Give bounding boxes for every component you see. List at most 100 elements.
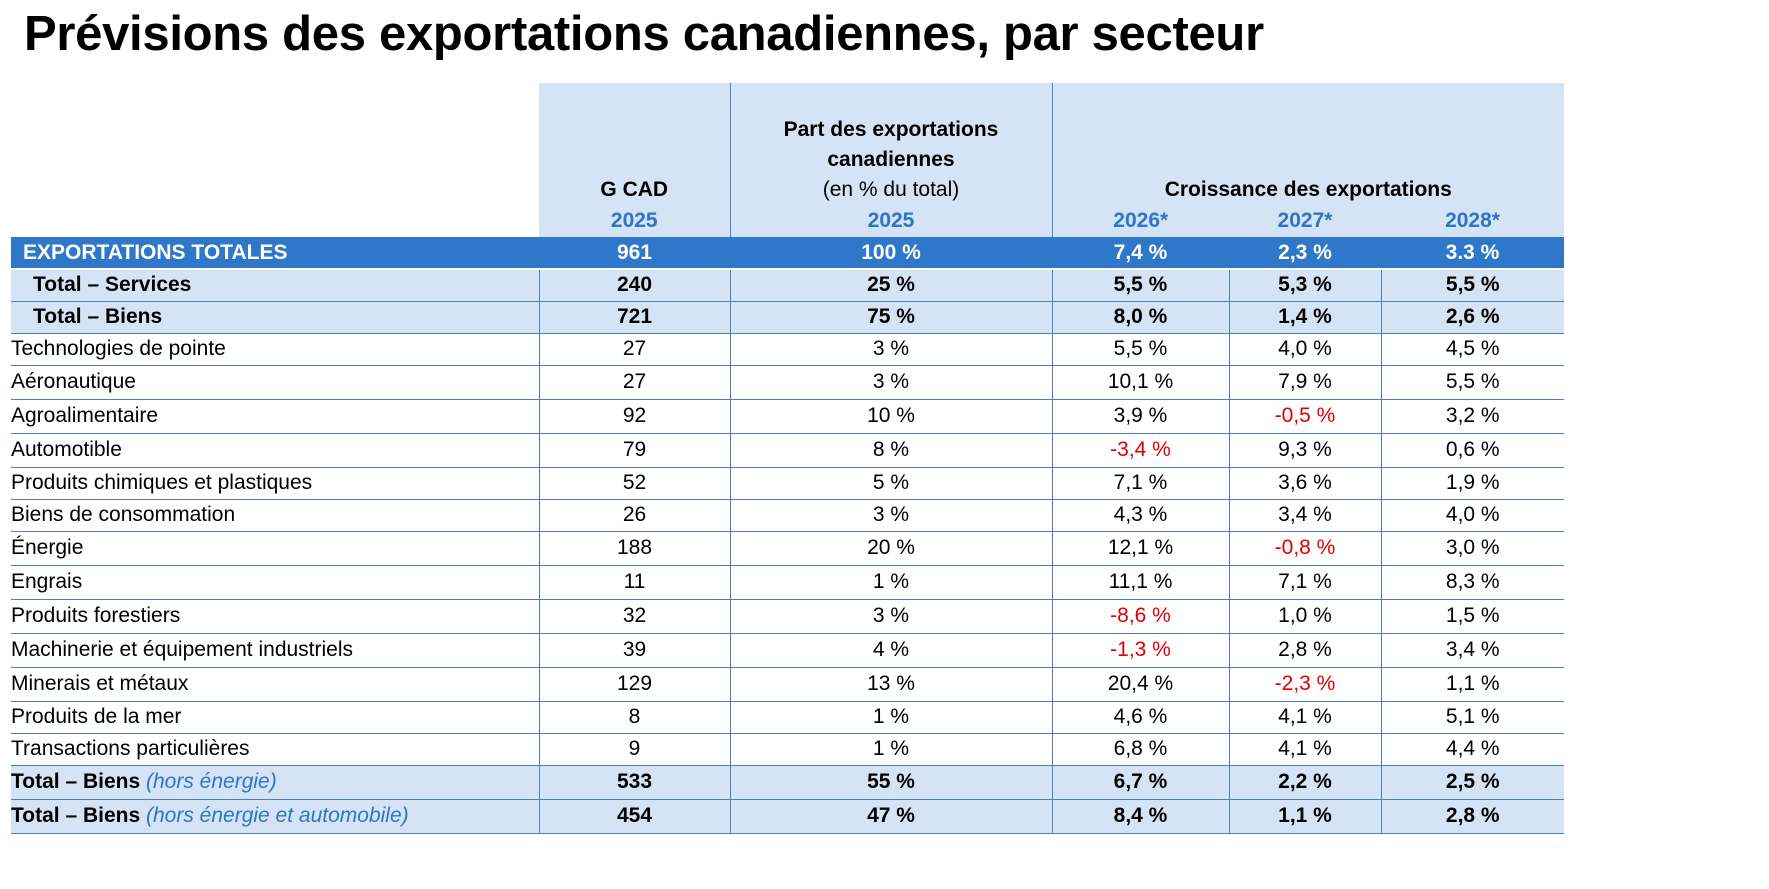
cell-growth-2028: 1,9 % bbox=[1380, 467, 1565, 500]
cell-share: 5 % bbox=[729, 467, 1052, 500]
table-row: EXPORTATIONS TOTALES 961 100 % 7,4 % 2,3 % 3.… bbox=[11, 237, 1565, 270]
row-label-text: Produits forestiers bbox=[11, 604, 181, 627]
cell-share: 3 % bbox=[729, 499, 1052, 532]
row-label: Aéronautique bbox=[11, 365, 539, 400]
cell-gcad: 9 bbox=[538, 733, 730, 766]
cell-growth-2028: 2,5 % bbox=[1380, 765, 1565, 800]
row-label-text: Aéronautique bbox=[11, 370, 136, 393]
cell-share: 75 % bbox=[729, 301, 1052, 334]
cell-gcad: 27 bbox=[538, 333, 730, 366]
table-row: Produits forestiers 32 3 % -8,6 % 1,0 % 1,5 % bbox=[11, 599, 1565, 634]
row-label: Machinerie et équipement industriels bbox=[11, 633, 539, 668]
cell-growth-2027: 9,3 % bbox=[1228, 433, 1381, 468]
table-row: Total – Biens 721 75 % 8,0 % 1,4 % 2,6 % bbox=[11, 301, 1565, 334]
header-year-2028: 2028* bbox=[1381, 205, 1565, 237]
row-label: Total – Biens (hors énergie) bbox=[11, 765, 539, 800]
cell-growth-2028: 5,1 % bbox=[1380, 701, 1565, 734]
header-share: Part des exportations canadiennes (en % … bbox=[729, 83, 1052, 205]
table-row: Automotible 79 8 % -3,4 % 9,3 % 0,6 % bbox=[11, 433, 1565, 468]
cell-gcad: 8 bbox=[538, 701, 730, 734]
cell-growth-2027: 1,0 % bbox=[1228, 599, 1381, 634]
cell-growth-2027: -2,3 % bbox=[1228, 667, 1381, 702]
header-gcad: G CAD bbox=[539, 83, 730, 205]
cell-growth-2028: 5,5 % bbox=[1380, 365, 1565, 400]
row-label: Transactions particulières bbox=[11, 733, 539, 766]
cell-share: 3 % bbox=[729, 333, 1052, 366]
cell-growth-2027: 2,8 % bbox=[1228, 633, 1381, 668]
row-label: Agroalimentaire bbox=[11, 399, 539, 434]
cell-gcad: 92 bbox=[538, 399, 730, 434]
cell-growth-2028: 3,0 % bbox=[1380, 531, 1565, 566]
cell-growth-2028: 4,0 % bbox=[1380, 499, 1565, 532]
cell-growth-2028: 8,3 % bbox=[1380, 565, 1565, 600]
header-blank bbox=[11, 83, 539, 205]
row-label-text: Produits de la mer bbox=[11, 705, 182, 728]
row-label-text: Minerais et métaux bbox=[11, 672, 189, 695]
page-title: Prévisions des exportations canadiennes,… bbox=[24, 7, 1264, 61]
cell-share: 25 % bbox=[729, 269, 1052, 302]
cell-share: 3 % bbox=[729, 365, 1052, 400]
row-label-text: Agroalimentaire bbox=[11, 404, 159, 427]
row-label: Technologies de pointe bbox=[11, 333, 539, 366]
row-label-text: Total – Biens bbox=[11, 770, 141, 793]
cell-share: 100 % bbox=[730, 237, 1052, 270]
cell-growth-2026: 3,9 % bbox=[1051, 399, 1229, 434]
table-row: Machinerie et équipement industriels 39 4 … bbox=[11, 633, 1565, 668]
cell-gcad: 52 bbox=[538, 467, 730, 500]
cell-gcad: 26 bbox=[538, 499, 730, 532]
table-row: Agroalimentaire 92 10 % 3,9 % -0,5 % 3,2 % bbox=[11, 399, 1565, 434]
cell-growth-2027: 5,3 % bbox=[1228, 269, 1381, 302]
cell-growth-2028: 3,4 % bbox=[1380, 633, 1565, 668]
row-label: Produits forestiers bbox=[11, 599, 539, 634]
cell-growth-2028: 1,1 % bbox=[1380, 667, 1565, 702]
table-row: Énergie 188 20 % 12,1 % -0,8 % 3,0 % bbox=[11, 531, 1565, 566]
header-blank-2 bbox=[11, 205, 539, 237]
cell-gcad: 454 bbox=[538, 799, 730, 834]
cell-growth-2027: 7,9 % bbox=[1228, 365, 1381, 400]
row-label-text: Total – Biens bbox=[33, 305, 163, 328]
row-label-note: (hors énergie) bbox=[145, 770, 277, 793]
table-row: Total – Biens (hors énergie et automobil… bbox=[11, 799, 1565, 834]
row-label: Produits de la mer bbox=[11, 701, 539, 734]
cell-growth-2026: 7,4 % bbox=[1052, 237, 1229, 270]
cell-share: 4 % bbox=[729, 633, 1052, 668]
row-label: Total – Biens bbox=[11, 301, 539, 334]
cell-growth-2027: -0,5 % bbox=[1228, 399, 1381, 434]
header-year-share: 2025 bbox=[729, 205, 1052, 237]
cell-growth-2027: 2,3 % bbox=[1229, 237, 1381, 270]
cell-share: 1 % bbox=[729, 733, 1052, 766]
cell-growth-2027: 4,1 % bbox=[1228, 701, 1381, 734]
table-row: Technologies de pointe 27 3 % 5,5 % 4,0 % 4,5… bbox=[11, 333, 1565, 366]
header-year-gcad: 2025 bbox=[539, 205, 730, 237]
cell-growth-2028: 4,4 % bbox=[1380, 733, 1565, 766]
cell-growth-2027: 1,4 % bbox=[1228, 301, 1381, 334]
cell-gcad: 721 bbox=[538, 301, 730, 334]
cell-share: 47 % bbox=[729, 799, 1052, 834]
cell-gcad: 27 bbox=[538, 365, 730, 400]
cell-gcad: 533 bbox=[538, 765, 730, 800]
table-row: Total – Biens (hors énergie) 533 55 % 6,7 %… bbox=[11, 765, 1565, 800]
cell-growth-2026: 8,4 % bbox=[1051, 799, 1229, 834]
row-label: Minerais et métaux bbox=[11, 667, 539, 702]
cell-growth-2028: 2,8 % bbox=[1380, 799, 1565, 834]
cell-growth-2026: 10,1 % bbox=[1051, 365, 1229, 400]
cell-growth-2026: 8,0 % bbox=[1051, 301, 1229, 334]
row-label-text: Total – Biens bbox=[11, 804, 141, 827]
cell-growth-2026: -8,6 % bbox=[1051, 599, 1229, 634]
header-share-line2: canadiennes bbox=[827, 148, 955, 171]
row-label-text: Transactions particulières bbox=[11, 737, 250, 760]
table-row: Total – Services 240 25 % 5,5 % 5,3 % 5,5 % bbox=[11, 269, 1565, 302]
cell-growth-2026: -1,3 % bbox=[1051, 633, 1229, 668]
row-label-text: Biens de consommation bbox=[11, 503, 236, 526]
cell-growth-2027: 2,2 % bbox=[1228, 765, 1381, 800]
row-label-text: Machinerie et équipement industriels bbox=[11, 638, 354, 661]
row-label-text: Automotible bbox=[11, 438, 122, 461]
cell-gcad: 39 bbox=[538, 633, 730, 668]
exports-table: G CAD Part des exportations canadiennes … bbox=[11, 83, 1565, 834]
cell-growth-2026: 5,5 % bbox=[1051, 333, 1229, 366]
cell-growth-2027: 3,6 % bbox=[1228, 467, 1381, 500]
header-share-line1: Part des exportations bbox=[783, 118, 999, 141]
cell-growth-2028: 0,6 % bbox=[1380, 433, 1565, 468]
cell-gcad: 79 bbox=[538, 433, 730, 468]
cell-growth-2027: -0,8 % bbox=[1228, 531, 1381, 566]
